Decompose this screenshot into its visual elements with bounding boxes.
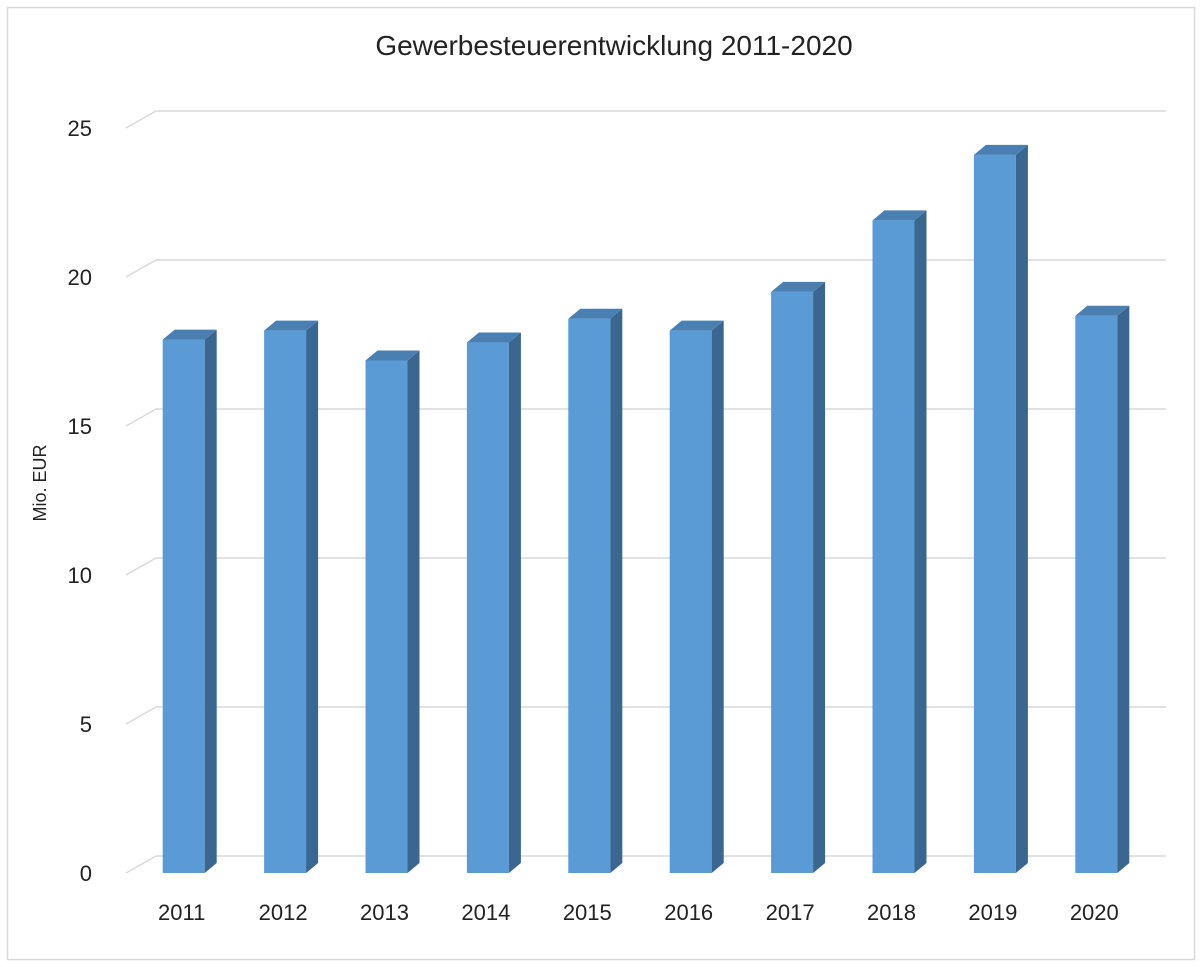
x-tick-label: 2016	[664, 900, 713, 925]
bar-side	[711, 320, 724, 873]
bars-layer	[162, 144, 1130, 874]
bar-2018	[872, 210, 927, 873]
bar-2012	[264, 320, 319, 873]
bar-front	[973, 154, 1016, 873]
x-tick-label: 2018	[867, 900, 916, 925]
bar-2019	[973, 144, 1028, 873]
bar-top	[264, 320, 319, 331]
bar-front	[1075, 315, 1118, 873]
y-tick-label: 10	[68, 563, 92, 588]
bar-front	[771, 291, 814, 873]
bar-side	[204, 329, 217, 874]
x-tick-label: 2012	[259, 900, 308, 925]
bar-side	[610, 308, 623, 874]
y-tick-label: 5	[80, 712, 92, 737]
bar-2011	[162, 329, 217, 874]
bar-top	[568, 308, 623, 319]
bar-front	[669, 330, 712, 873]
bar-top	[365, 350, 420, 361]
y-axis-label: Mio. EUR	[30, 444, 50, 521]
y-axis-ticks: 0 5 10 15 20 25	[68, 116, 92, 886]
x-tick-label: 2011	[158, 900, 205, 925]
gridline-slant	[125, 259, 157, 278]
bar-top	[669, 320, 724, 331]
bar-side	[1015, 144, 1028, 873]
x-tick-label: 2020	[1070, 900, 1119, 925]
bar-front	[872, 220, 915, 873]
bar-top	[872, 210, 927, 221]
bar-side	[914, 210, 927, 873]
bar-front	[264, 330, 307, 873]
y-tick-label: 0	[80, 861, 92, 886]
bar-side	[508, 332, 521, 873]
bar-front	[162, 339, 205, 874]
x-tick-label: 2017	[766, 900, 815, 925]
y-tick-label: 20	[68, 265, 92, 290]
bar-top	[466, 332, 521, 343]
bar-side	[407, 350, 420, 873]
bar-side	[1117, 305, 1130, 873]
x-tick-label: 2015	[563, 900, 612, 925]
bar-2015	[568, 308, 623, 874]
bar-2013	[365, 350, 420, 873]
bar-2016	[669, 320, 724, 873]
bar-2020	[1075, 305, 1130, 873]
gridline-slant	[125, 855, 157, 874]
gridline-slant	[125, 408, 157, 427]
x-tick-label: 2013	[360, 900, 409, 925]
bar-2014	[466, 332, 521, 873]
bar-top	[162, 329, 217, 340]
gridline-slant	[125, 706, 157, 725]
x-tick-label: 2014	[461, 900, 510, 925]
bar-2017	[771, 281, 826, 873]
bar-side	[813, 281, 826, 873]
bar-top	[973, 144, 1028, 155]
bar-front	[568, 318, 611, 874]
x-axis-ticks: 2011 2012 2013 2014 2015 2016 2017 2018 2019 2020	[158, 900, 1119, 925]
gridline-slant	[125, 110, 157, 129]
bar-top	[1075, 305, 1130, 316]
bar-front	[466, 342, 509, 873]
y-tick-label: 25	[68, 116, 92, 141]
bar-front	[365, 360, 408, 873]
x-tick-label: 2019	[968, 900, 1017, 925]
bar-top	[771, 281, 826, 292]
y-tick-label: 15	[68, 414, 92, 439]
chart-title: Gewerbesteuerentwicklung 2011-2020	[375, 30, 852, 61]
bar-side	[306, 320, 319, 873]
gridline-slant	[125, 557, 157, 576]
